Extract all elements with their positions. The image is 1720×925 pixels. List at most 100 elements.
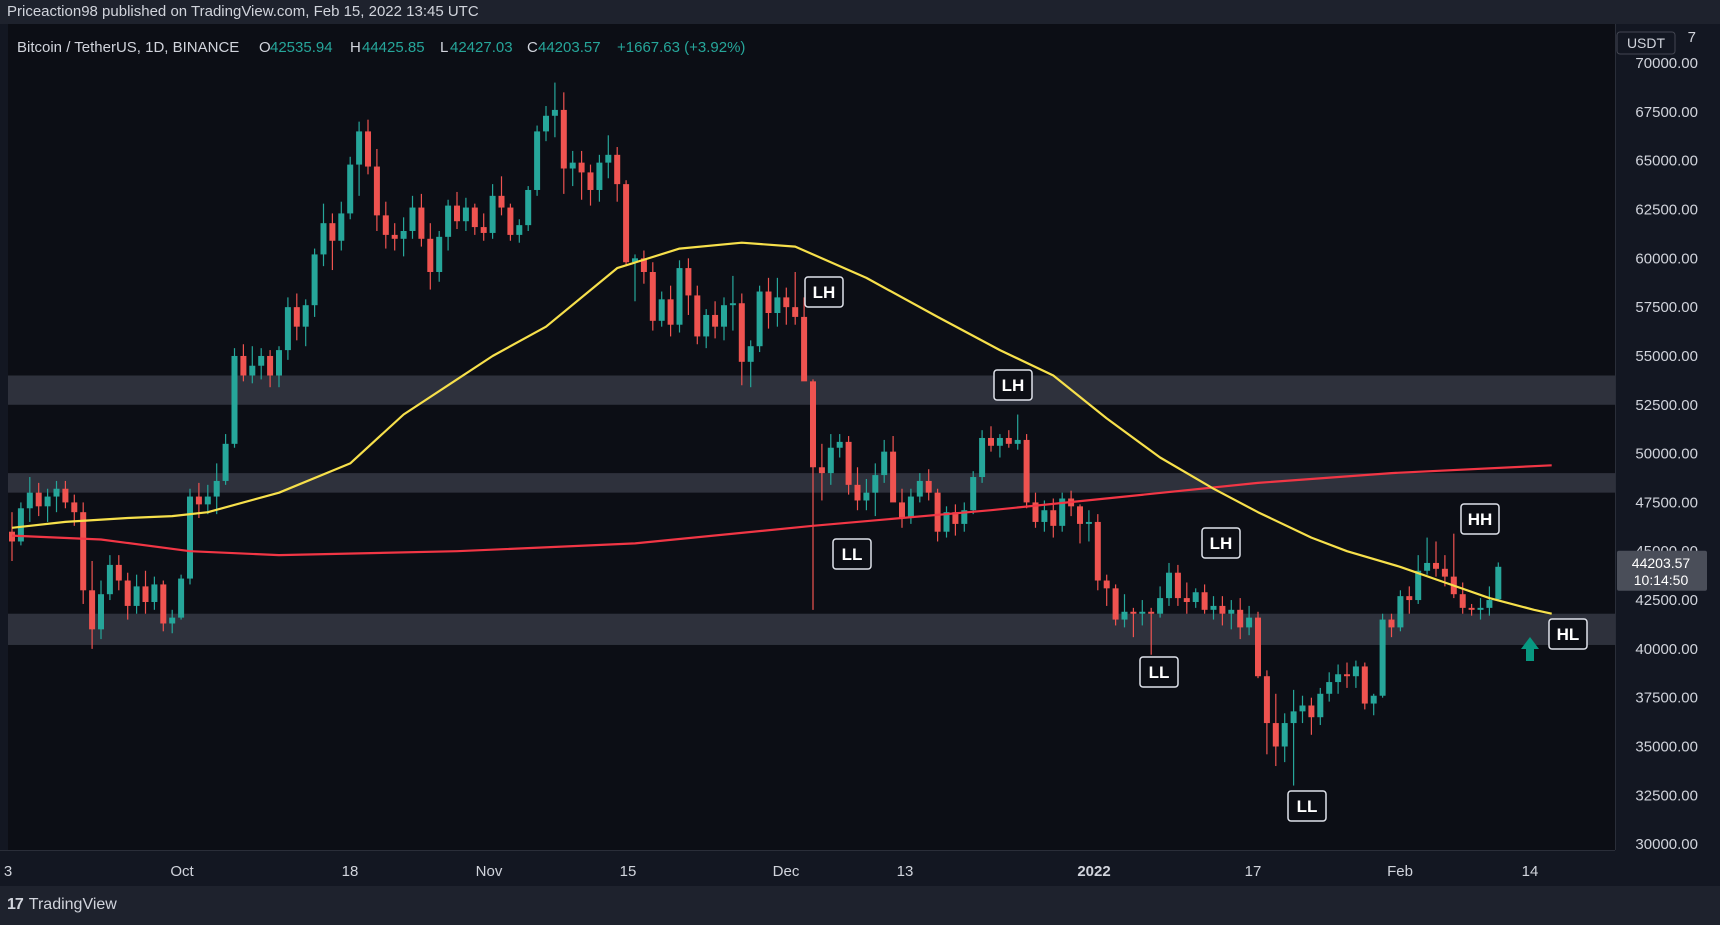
- candle[interactable]: [391, 223, 398, 251]
- candle[interactable]: [276, 346, 282, 388]
- chart-area[interactable]: LH LH LL LH LL LL HH HL Bitcoin / TetherUS, 1D, …: [0, 24, 1720, 892]
- candle[interactable]: [1352, 660, 1359, 688]
- candle[interactable]: [881, 439, 888, 483]
- candle[interactable]: [1103, 574, 1110, 606]
- candle[interactable]: [551, 82, 558, 138]
- candle[interactable]: [1094, 514, 1101, 591]
- candle[interactable]: [80, 502, 87, 604]
- candle[interactable]: [988, 426, 994, 452]
- candle[interactable]: [1237, 598, 1244, 640]
- candle[interactable]: [98, 580, 104, 640]
- candle[interactable]: [1335, 664, 1342, 694]
- tradingview-brand[interactable]: 17 TradingView: [7, 896, 117, 914]
- candle[interactable]: [1139, 600, 1146, 626]
- candle[interactable]: [53, 480, 60, 513]
- candle[interactable]: [445, 199, 452, 251]
- candle[interactable]: [854, 467, 861, 511]
- candle[interactable]: [623, 180, 630, 267]
- candle[interactable]: [382, 201, 389, 249]
- candle[interactable]: [231, 348, 238, 448]
- candle[interactable]: [1263, 670, 1270, 755]
- candle[interactable]: [560, 92, 567, 194]
- candle[interactable]: [1246, 605, 1253, 636]
- candle[interactable]: [801, 297, 808, 382]
- candle[interactable]: [293, 293, 300, 341]
- candle[interactable]: [970, 471, 977, 515]
- candle[interactable]: [213, 463, 220, 515]
- candle[interactable]: [640, 250, 647, 284]
- candle[interactable]: [1255, 611, 1261, 679]
- candle[interactable]: [311, 248, 318, 317]
- candle[interactable]: [569, 150, 576, 187]
- candle[interactable]: [1361, 662, 1368, 710]
- candle[interactable]: [996, 434, 1003, 458]
- candle[interactable]: [480, 213, 487, 241]
- candle[interactable]: [249, 346, 256, 384]
- candle[interactable]: [1112, 584, 1119, 626]
- candle[interactable]: [106, 555, 113, 601]
- candle[interactable]: [1014, 414, 1021, 450]
- candle[interactable]: [925, 469, 932, 501]
- candle[interactable]: [685, 258, 692, 315]
- candle[interactable]: [115, 555, 122, 591]
- candle[interactable]: [1023, 434, 1030, 509]
- candle[interactable]: [240, 344, 247, 382]
- candle[interactable]: [44, 488, 51, 522]
- candle[interactable]: [62, 480, 69, 509]
- candle[interactable]: [1441, 555, 1448, 587]
- candle[interactable]: [952, 504, 959, 536]
- candle[interactable]: [427, 223, 434, 290]
- candle[interactable]: [1397, 590, 1404, 632]
- candle[interactable]: [222, 434, 229, 485]
- candle[interactable]: [649, 262, 656, 331]
- candle[interactable]: [694, 285, 701, 345]
- candle[interactable]: [1317, 687, 1324, 726]
- candle[interactable]: [943, 506, 950, 538]
- candle[interactable]: [1085, 510, 1092, 542]
- candle[interactable]: [916, 473, 923, 503]
- candle[interactable]: [142, 570, 149, 614]
- candle[interactable]: [1388, 613, 1395, 638]
- candle[interactable]: [133, 574, 140, 614]
- candle[interactable]: [703, 309, 710, 349]
- candle[interactable]: [347, 156, 354, 220]
- candle[interactable]: [1219, 596, 1226, 626]
- candle[interactable]: [160, 580, 167, 632]
- candle[interactable]: [400, 217, 407, 257]
- candle[interactable]: [1379, 613, 1386, 698]
- candle[interactable]: [818, 443, 825, 501]
- candle[interactable]: [587, 164, 594, 206]
- candle[interactable]: [1344, 662, 1350, 688]
- candle[interactable]: [747, 340, 754, 388]
- candle[interactable]: [1032, 492, 1039, 528]
- candle[interactable]: [1201, 584, 1208, 614]
- candle[interactable]: [729, 275, 736, 331]
- candle[interactable]: [26, 477, 33, 522]
- candle[interactable]: [418, 193, 425, 247]
- candle[interactable]: [320, 203, 327, 267]
- candle[interactable]: [329, 213, 336, 271]
- candle[interactable]: [721, 297, 727, 341]
- candle[interactable]: [1468, 603, 1475, 616]
- candle[interactable]: [1148, 607, 1155, 655]
- candle[interactable]: [338, 201, 345, 251]
- candle[interactable]: [1495, 562, 1502, 602]
- candle[interactable]: [454, 191, 460, 230]
- candle[interactable]: [498, 176, 505, 216]
- candle[interactable]: [124, 572, 131, 620]
- candle[interactable]: [489, 184, 496, 239]
- candle[interactable]: [35, 482, 42, 517]
- candle[interactable]: [774, 277, 781, 327]
- candle[interactable]: [792, 271, 799, 325]
- candle[interactable]: [1477, 598, 1484, 620]
- candle[interactable]: [658, 291, 665, 327]
- candle[interactable]: [863, 478, 870, 511]
- candle[interactable]: [1326, 672, 1333, 702]
- candle[interactable]: [516, 219, 523, 243]
- candle[interactable]: [845, 436, 852, 495]
- candle[interactable]: [1174, 564, 1181, 606]
- candle[interactable]: [1059, 492, 1066, 532]
- candle[interactable]: [1272, 693, 1279, 767]
- candle[interactable]: [373, 148, 380, 231]
- candle[interactable]: [1433, 541, 1439, 577]
